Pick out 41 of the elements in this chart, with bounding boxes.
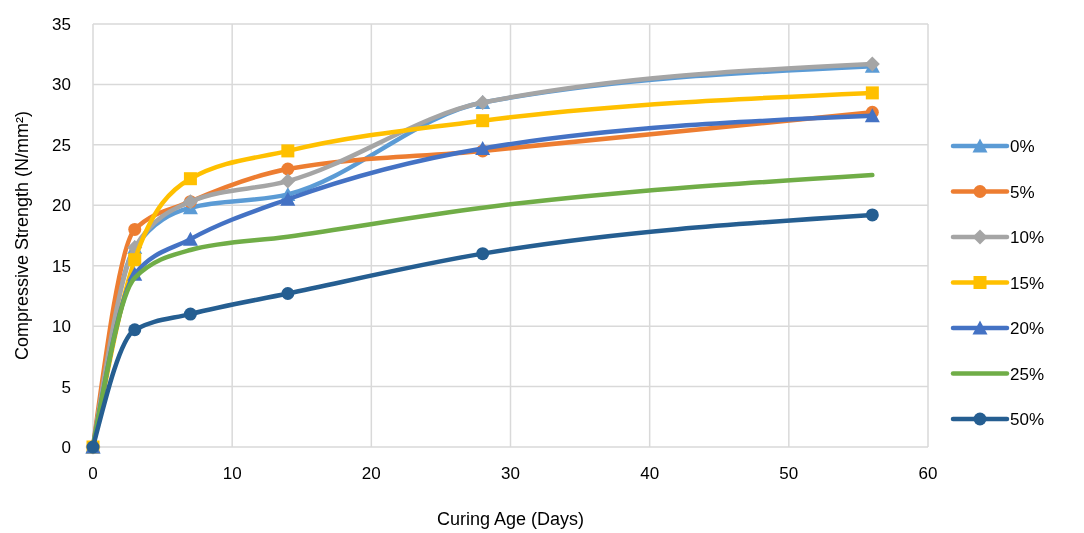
legend-label: 0% bbox=[1010, 137, 1035, 156]
x-tick-label: 0 bbox=[88, 464, 98, 483]
point bbox=[476, 247, 490, 261]
point bbox=[128, 222, 142, 236]
x-tick-label: 30 bbox=[501, 464, 520, 483]
point bbox=[128, 323, 142, 337]
y-tick-label: 15 bbox=[52, 256, 71, 276]
y-tick-label: 0 bbox=[61, 438, 71, 457]
y-tick-label: 5 bbox=[61, 377, 71, 397]
legend-label: 15% bbox=[1010, 273, 1045, 293]
point bbox=[865, 208, 879, 222]
point bbox=[280, 173, 296, 189]
point bbox=[183, 172, 197, 186]
point bbox=[183, 307, 197, 321]
point bbox=[475, 140, 491, 155]
legend-label: 25% bbox=[1010, 364, 1045, 384]
y-tick-label: 20 bbox=[52, 196, 71, 216]
point bbox=[281, 144, 295, 158]
point bbox=[476, 114, 490, 128]
x-tick-label: 60 bbox=[918, 464, 938, 483]
point bbox=[281, 162, 295, 176]
legend-label: 10% bbox=[1010, 228, 1045, 247]
y-tick-label: 30 bbox=[52, 75, 71, 95]
x-tick-label: 10 bbox=[222, 464, 242, 483]
point bbox=[281, 287, 295, 301]
y-tick-label: 25 bbox=[52, 135, 71, 155]
x-axis-title: Curing Age (Days) bbox=[436, 509, 585, 529]
y-tick-label: 35 bbox=[52, 15, 71, 34]
y-tick-label: 10 bbox=[52, 317, 71, 337]
legend-label: 20% bbox=[1010, 319, 1045, 338]
legend-label: 50% bbox=[1010, 410, 1045, 429]
x-tick-label: 50 bbox=[779, 464, 799, 483]
x-tick-label: 20 bbox=[361, 464, 381, 483]
y-axis-title: Compressive Strength (N/mm²) bbox=[12, 110, 32, 361]
point bbox=[128, 253, 142, 267]
point bbox=[280, 191, 296, 206]
x-tick-label: 40 bbox=[640, 464, 660, 483]
point bbox=[182, 231, 198, 246]
point bbox=[864, 108, 880, 123]
legend-label: 5% bbox=[1010, 182, 1035, 202]
point bbox=[865, 86, 879, 100]
